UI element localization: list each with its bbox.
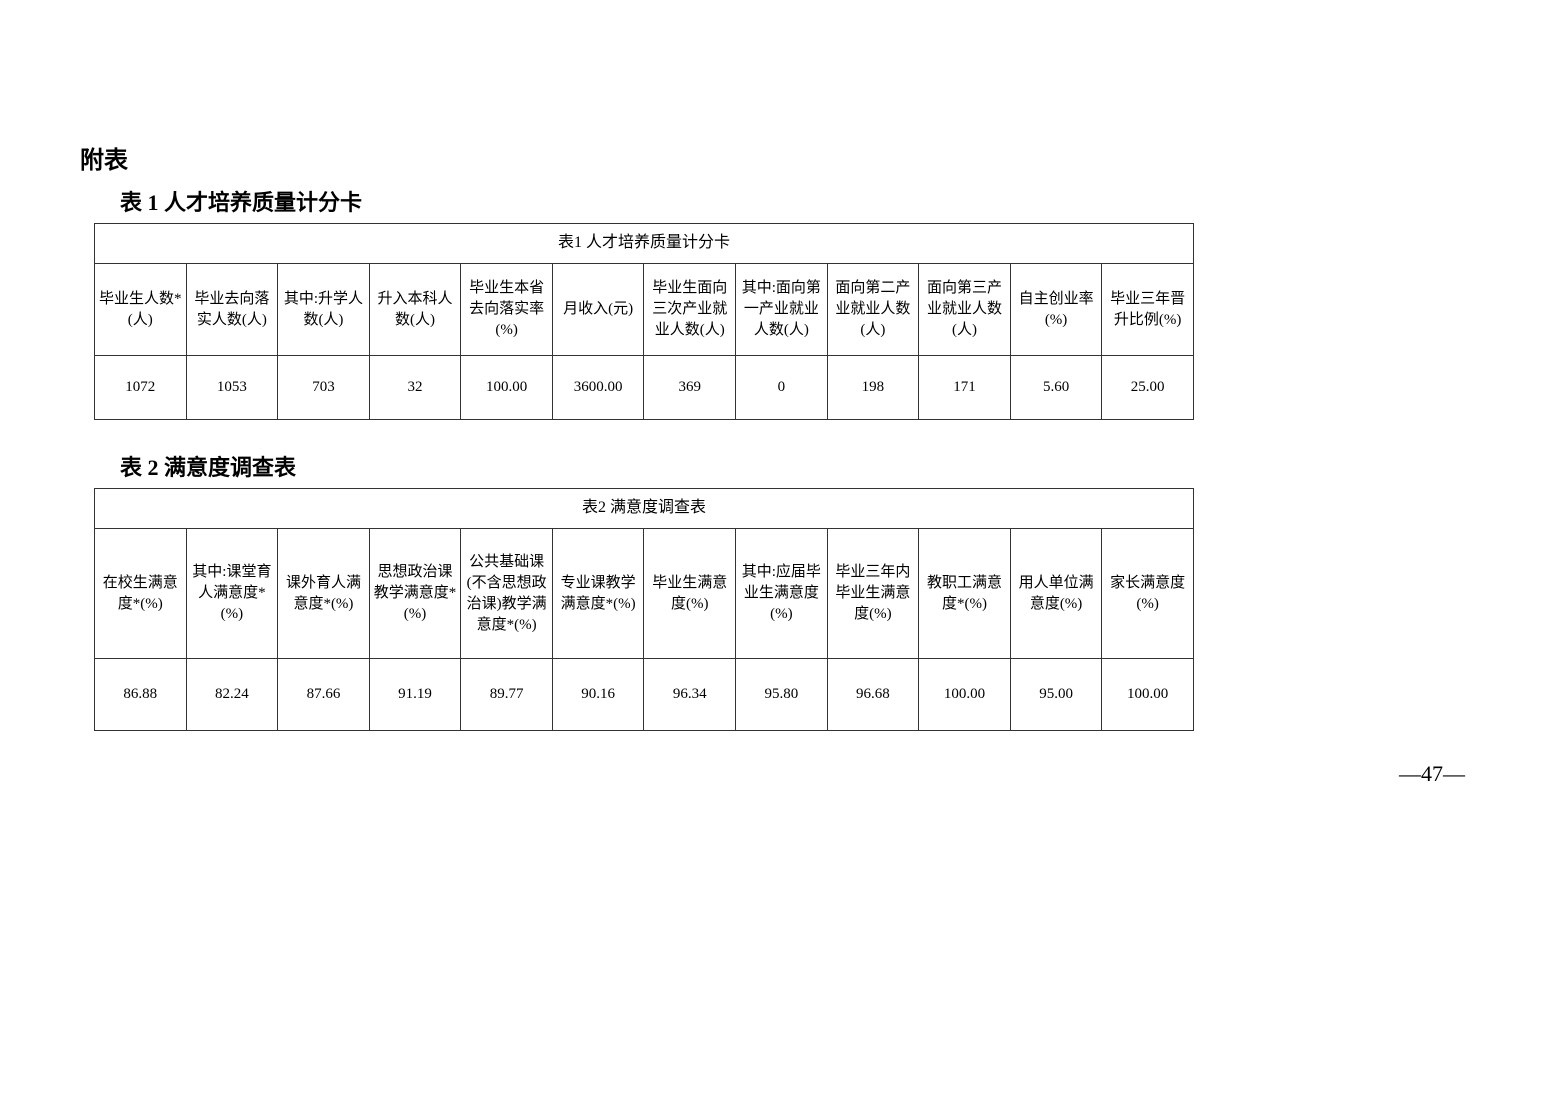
- table1-caption: 表1 人才培养质量计分卡: [95, 224, 1194, 264]
- table1-col-3: 升入本科人数(人): [369, 264, 461, 356]
- table1-val-10: 5.60: [1010, 356, 1102, 420]
- table2-col-11: 家长满意度(%): [1102, 529, 1194, 659]
- table1-col-11: 毕业三年晋升比例(%): [1102, 264, 1194, 356]
- table1-caption-row: 表1 人才培养质量计分卡: [95, 224, 1194, 264]
- table1-val-5: 3600.00: [552, 356, 644, 420]
- table1-col-4: 毕业生本省去向落实率(%): [461, 264, 553, 356]
- table1-col-1: 毕业去向落实人数(人): [186, 264, 278, 356]
- table2-val-8: 96.68: [827, 659, 919, 731]
- table2-col-10: 用人单位满意度(%): [1010, 529, 1102, 659]
- table2-col-1: 其中:课堂育人满意度*(%): [186, 529, 278, 659]
- table2-val-0: 86.88: [95, 659, 187, 731]
- table1-val-2: 703: [278, 356, 370, 420]
- page-number: —47—: [80, 761, 1479, 787]
- table2-header-row: 在校生满意度*(%) 其中:课堂育人满意度*(%) 课外育人满意度*(%) 思想…: [95, 529, 1194, 659]
- table2-val-6: 96.34: [644, 659, 736, 731]
- table1-col-9: 面向第三产业就业人数(人): [919, 264, 1011, 356]
- table2-col-3: 思想政治课教学满意度*(%): [369, 529, 461, 659]
- table2-col-5: 专业课教学满意度*(%): [552, 529, 644, 659]
- table2-heading: 表 2 满意度调查表: [80, 450, 1479, 482]
- table1-val-1: 1053: [186, 356, 278, 420]
- table2-val-5: 90.16: [552, 659, 644, 731]
- table2-col-8: 毕业三年内毕业生满意度(%): [827, 529, 919, 659]
- table1-data-row: 1072 1053 703 32 100.00 3600.00 369 0 19…: [95, 356, 1194, 420]
- table2-wrap: 表2 满意度调查表 在校生满意度*(%) 其中:课堂育人满意度*(%) 课外育人…: [94, 488, 1479, 731]
- table2-val-9: 100.00: [919, 659, 1011, 731]
- table1-col-8: 面向第二产业就业人数(人): [827, 264, 919, 356]
- section-title: 附表: [80, 140, 1479, 175]
- table2-val-1: 82.24: [186, 659, 278, 731]
- table2-val-4: 89.77: [461, 659, 553, 731]
- table2: 表2 满意度调查表 在校生满意度*(%) 其中:课堂育人满意度*(%) 课外育人…: [94, 488, 1194, 731]
- table2-val-3: 91.19: [369, 659, 461, 731]
- table2-val-10: 95.00: [1010, 659, 1102, 731]
- table1-val-11: 25.00: [1102, 356, 1194, 420]
- table1-val-0: 1072: [95, 356, 187, 420]
- table2-col-9: 教职工满意度*(%): [919, 529, 1011, 659]
- table2-col-4: 公共基础课(不含思想政治课)教学满意度*(%): [461, 529, 553, 659]
- table1-col-0: 毕业生人数*(人): [95, 264, 187, 356]
- table2-val-11: 100.00: [1102, 659, 1194, 731]
- table1-col-6: 毕业生面向三次产业就业人数(人): [644, 264, 736, 356]
- table2-caption: 表2 满意度调查表: [95, 489, 1194, 529]
- table1-val-7: 0: [736, 356, 828, 420]
- table2-val-2: 87.66: [278, 659, 370, 731]
- table2-data-row: 86.88 82.24 87.66 91.19 89.77 90.16 96.3…: [95, 659, 1194, 731]
- table2-col-6: 毕业生满意度(%): [644, 529, 736, 659]
- table1-col-2: 其中:升学人数(人): [278, 264, 370, 356]
- table2-col-7: 其中:应届毕业生满意度(%): [736, 529, 828, 659]
- table1-col-7: 其中:面向第一产业就业人数(人): [736, 264, 828, 356]
- table1-col-5: 月收入(元): [552, 264, 644, 356]
- table2-col-2: 课外育人满意度*(%): [278, 529, 370, 659]
- table2-caption-row: 表2 满意度调查表: [95, 489, 1194, 529]
- table1-heading: 表 1 人才培养质量计分卡: [80, 185, 1479, 217]
- table1-val-8: 198: [827, 356, 919, 420]
- table2-col-0: 在校生满意度*(%): [95, 529, 187, 659]
- table1-col-10: 自主创业率(%): [1010, 264, 1102, 356]
- table1-val-6: 369: [644, 356, 736, 420]
- table1: 表1 人才培养质量计分卡 毕业生人数*(人) 毕业去向落实人数(人) 其中:升学…: [94, 223, 1194, 420]
- table1-wrap: 表1 人才培养质量计分卡 毕业生人数*(人) 毕业去向落实人数(人) 其中:升学…: [94, 223, 1479, 420]
- table1-val-3: 32: [369, 356, 461, 420]
- table1-header-row: 毕业生人数*(人) 毕业去向落实人数(人) 其中:升学人数(人) 升入本科人数(…: [95, 264, 1194, 356]
- table2-val-7: 95.80: [736, 659, 828, 731]
- table1-val-4: 100.00: [461, 356, 553, 420]
- table1-val-9: 171: [919, 356, 1011, 420]
